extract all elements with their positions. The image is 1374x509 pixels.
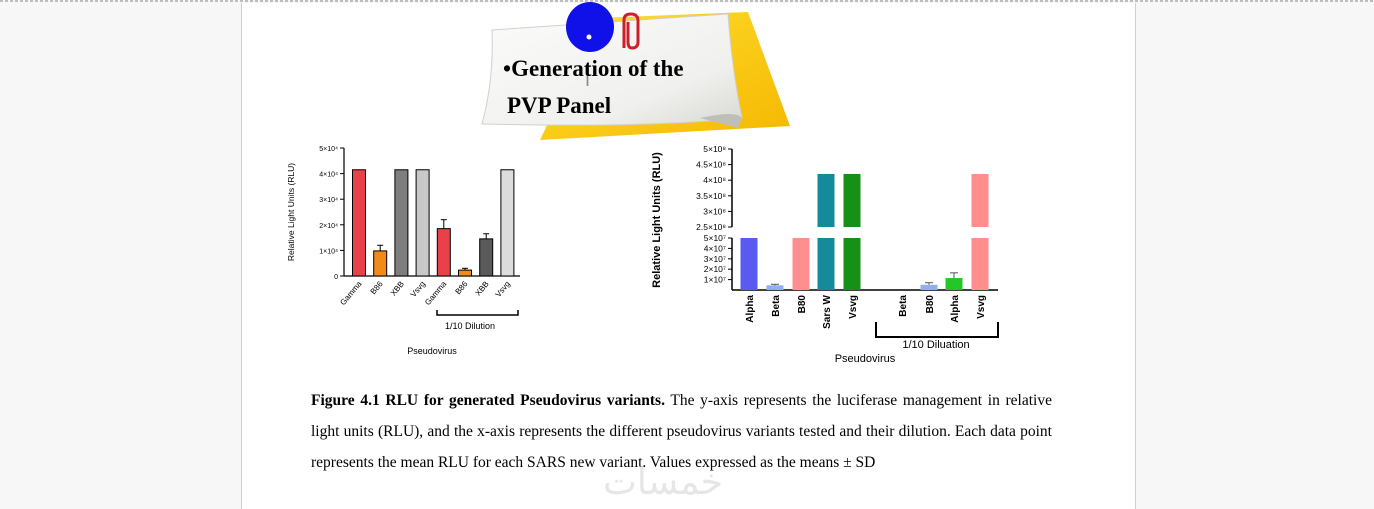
bar bbox=[500, 169, 515, 277]
bar bbox=[843, 173, 861, 227]
x-tick-label: XBB bbox=[389, 280, 406, 298]
watermark-logo: خمسات bbox=[603, 462, 724, 503]
bar bbox=[792, 238, 810, 290]
y-tick-label: 3×10⁴ bbox=[319, 197, 338, 204]
bar bbox=[740, 238, 758, 290]
bar bbox=[971, 238, 989, 290]
bar bbox=[843, 238, 861, 290]
caption-bold: Figure 4.1 RLU for generated Pseudovirus… bbox=[311, 392, 665, 409]
x-tick-label: Vsvg bbox=[848, 295, 859, 319]
note-bullet: • bbox=[503, 56, 512, 81]
paper-note bbox=[481, 13, 743, 128]
bar bbox=[766, 285, 784, 290]
group-label: 1/10 Dilution bbox=[445, 321, 495, 331]
caption-text: The y-axis represents the luciferase man… bbox=[311, 392, 1052, 471]
bar bbox=[920, 284, 938, 290]
dilution-bracket bbox=[875, 322, 999, 338]
y-axis-title: Relative Light Units (RLU) bbox=[286, 163, 296, 261]
x-tick-label: Vsvg bbox=[409, 280, 427, 299]
y-tick-label: 5×10⁷ bbox=[704, 233, 726, 243]
bar bbox=[479, 238, 494, 277]
y-tick-label: 3.5×10⁸ bbox=[696, 191, 726, 201]
y-tick-label: 2×10⁷ bbox=[704, 264, 726, 274]
y-tick-label: 1×10⁴ bbox=[319, 248, 338, 255]
figure-caption: Figure 4.1 RLU for generated Pseudovirus… bbox=[311, 385, 1052, 478]
x-tick-label: Alpha bbox=[950, 295, 961, 323]
x-tick-label: Alpha bbox=[745, 295, 756, 323]
bar bbox=[817, 238, 835, 290]
note-title-line2: PVP Panel bbox=[507, 93, 612, 118]
y-tick-label: 0 bbox=[334, 274, 338, 281]
bar bbox=[373, 250, 388, 277]
bar bbox=[415, 169, 430, 277]
y-tick-label: 3×10⁷ bbox=[704, 254, 726, 264]
bar bbox=[394, 169, 409, 277]
pin-icon bbox=[566, 2, 614, 52]
bar bbox=[352, 169, 366, 277]
y-tick-label: 4×10⁸ bbox=[703, 175, 726, 185]
y-tick-label: 5×10⁸ bbox=[703, 144, 726, 154]
y-tick-label: 2.5×10⁸ bbox=[696, 222, 726, 232]
y-tick-label: 4×10⁷ bbox=[704, 243, 726, 253]
cursor-mark: I bbox=[585, 70, 590, 90]
x-tick-label: Beta bbox=[771, 295, 782, 317]
note-line1-text: Generation of the bbox=[511, 56, 684, 81]
x-tick-label: Sars W bbox=[822, 294, 833, 328]
bar bbox=[971, 173, 989, 227]
top-border bbox=[0, 0, 1374, 2]
x-axis-title: Pseudovirus bbox=[407, 346, 457, 356]
paperclip-icon bbox=[622, 12, 640, 50]
x-axis-title: Pseudovirus bbox=[835, 353, 896, 365]
x-tick-label: B86 bbox=[369, 279, 385, 296]
y-tick-label: 5×10⁴ bbox=[319, 146, 338, 153]
y-axis-title: Relative Light Units (RLU) bbox=[651, 152, 663, 288]
x-tick-label: B80 bbox=[797, 295, 808, 314]
x-tick-label: B80 bbox=[925, 295, 936, 314]
x-tick-label: Gamma bbox=[423, 279, 449, 307]
bar bbox=[458, 269, 472, 277]
y-tick-label: 1×10⁷ bbox=[704, 275, 726, 285]
y-tick-label: 2×10⁴ bbox=[319, 223, 338, 230]
x-tick-label: B86 bbox=[453, 279, 469, 296]
chart-right: 2.5×10⁸ 3×10⁸ 3.5×10⁸ 4×10⁸ 4.5×10⁸ 5×10⁸ 1×10… bbox=[651, 144, 999, 365]
x-tick-label: Vsvg bbox=[494, 280, 512, 299]
bar bbox=[436, 228, 451, 277]
dilution-bracket bbox=[436, 310, 519, 316]
bar bbox=[817, 173, 835, 227]
x-tick-label: XBB bbox=[474, 280, 491, 298]
y-tick-label: 4×10⁴ bbox=[319, 172, 338, 179]
group-label: 1/10 Diluation bbox=[902, 339, 969, 351]
x-tick-label: Beta bbox=[898, 295, 909, 317]
note-title-line1: •Generation of the bbox=[503, 50, 684, 87]
x-tick-label: Vsvg bbox=[976, 295, 987, 319]
y-tick-label: 3×10⁸ bbox=[703, 206, 726, 216]
bar bbox=[945, 278, 963, 290]
y-tick-label: 4.5×10⁸ bbox=[696, 160, 726, 170]
x-tick-label: Gamma bbox=[338, 279, 364, 307]
